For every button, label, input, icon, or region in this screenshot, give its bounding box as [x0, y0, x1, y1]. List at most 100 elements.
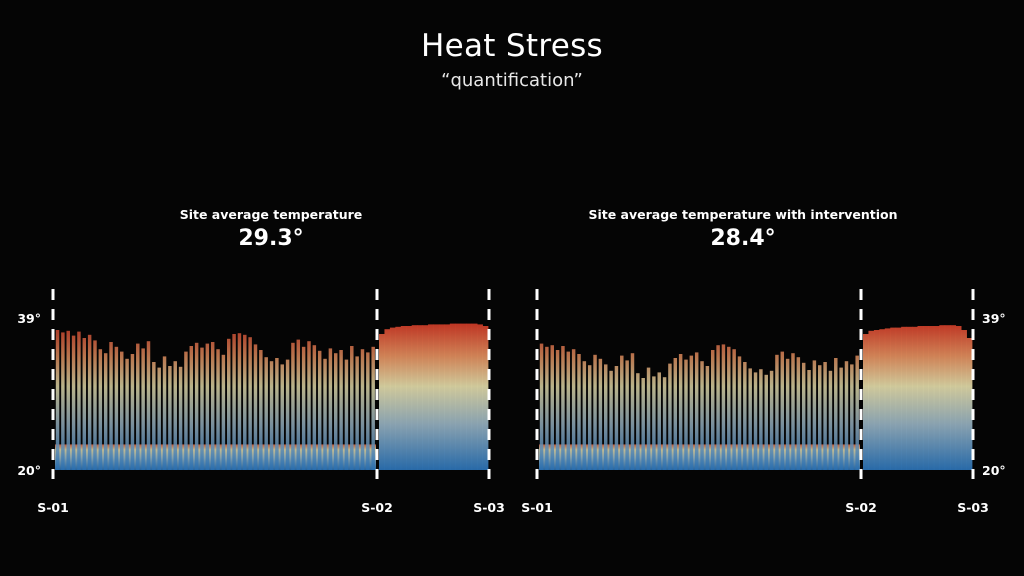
temperature-bar [317, 350, 322, 470]
temperature-bar [807, 370, 811, 470]
temperature-bar [582, 361, 587, 470]
temperature-bar [482, 326, 489, 470]
y-tick-label: 39° [982, 311, 1006, 326]
temperature-bar [417, 325, 423, 470]
left-panel-average: 29.3° [238, 226, 304, 251]
temperature-bar [785, 358, 790, 470]
temperature-bar [157, 367, 161, 470]
y-tick-label: 39° [17, 311, 41, 326]
temperature-bar [379, 334, 385, 470]
site-label: S-01 [521, 500, 553, 515]
temperature-bar [571, 349, 576, 470]
temperature-bar [466, 323, 473, 470]
temperature-bar [939, 325, 946, 470]
temperature-bar [716, 345, 720, 470]
temperature-bar [759, 369, 763, 470]
temperature-bar [173, 361, 177, 470]
temperature-bar [668, 363, 672, 470]
temperature-bar [598, 358, 603, 470]
temperature-bar [873, 330, 880, 470]
temperature-bar [721, 344, 726, 470]
temperature-bar [210, 342, 215, 470]
temperature-bar [178, 366, 183, 470]
right-panel-average: 28.4° [710, 226, 776, 251]
site-label: S-03 [957, 500, 989, 515]
temperature-bar [460, 323, 467, 470]
temperature-bar [350, 346, 354, 470]
temperature-bar [243, 334, 247, 470]
temperature-bar [625, 360, 629, 470]
page-subtitle: “quantification” [441, 70, 583, 91]
temperature-bar [444, 324, 451, 470]
temperature-bar [248, 337, 252, 470]
temperature-bar [269, 361, 274, 470]
left-panel-chart: S-01 S-02 S-03 39° 20° [17, 289, 505, 515]
temperature-bar [141, 348, 145, 470]
temperature-bar [371, 346, 375, 470]
temperature-bar [711, 350, 715, 470]
temperature-bar [136, 343, 140, 470]
temperature-bar [449, 323, 456, 470]
temperature-bar [818, 365, 822, 470]
temperature-bar [189, 346, 194, 470]
temperature-bar [966, 338, 973, 470]
temperature-bar [912, 326, 918, 470]
temperature-bar [694, 352, 699, 470]
temperature-bar [389, 327, 396, 470]
temperature-bar [630, 353, 635, 470]
y-tick-label: 20° [17, 463, 41, 478]
temperature-bar [673, 358, 678, 470]
site-label: S-03 [473, 500, 505, 515]
temperature-bar [684, 359, 688, 470]
temperature-bar [61, 332, 65, 470]
temperature-bar [555, 350, 560, 470]
temperature-bar [791, 353, 795, 470]
temperature-bar [77, 331, 81, 470]
temperature-bar [796, 357, 801, 470]
temperature-bar [944, 325, 951, 470]
temperature-bar [328, 348, 333, 470]
temperature-bar [593, 354, 597, 470]
temperature-bar [566, 351, 571, 470]
temperature-bar [950, 325, 957, 470]
temperature-bar [587, 365, 592, 470]
temperature-bar [395, 326, 402, 470]
site-label: S-02 [361, 500, 393, 515]
temperature-bar [237, 333, 242, 470]
temperature-bar [928, 326, 935, 470]
temperature-bar [291, 342, 295, 470]
temperature-bar [55, 330, 60, 470]
temperature-bar [577, 354, 581, 470]
temperature-bar [855, 355, 859, 470]
temperature-bar [438, 324, 445, 470]
temperature-bar [301, 346, 306, 470]
baseline-band [539, 444, 860, 470]
temperature-bar [360, 349, 365, 470]
temperature-bar [844, 361, 849, 470]
temperature-bar [737, 356, 742, 470]
temperature-bar [604, 364, 608, 470]
temperature-bar [834, 358, 838, 470]
temperature-bar [769, 370, 774, 470]
temperature-bar [748, 368, 752, 470]
temperature-bar [812, 360, 817, 470]
temperature-bar [705, 366, 710, 470]
temperature-bar [355, 356, 359, 470]
baseline-band [55, 444, 376, 470]
temperature-bar [609, 370, 613, 470]
temperature-bar [561, 346, 565, 470]
temperature-bar [93, 340, 97, 470]
temperature-bar [727, 346, 731, 470]
temperature-bar [646, 367, 651, 470]
temperature-bar [146, 341, 151, 470]
temperature-bar [895, 327, 902, 470]
temperature-bar [922, 326, 929, 470]
temperature-bar [109, 342, 113, 470]
temperature-bar [366, 352, 370, 470]
temperature-bar [259, 350, 263, 470]
temperature-bar [162, 356, 167, 470]
temperature-bar [168, 366, 172, 470]
temperature-bar [933, 326, 940, 470]
temperature-bar [205, 343, 210, 470]
